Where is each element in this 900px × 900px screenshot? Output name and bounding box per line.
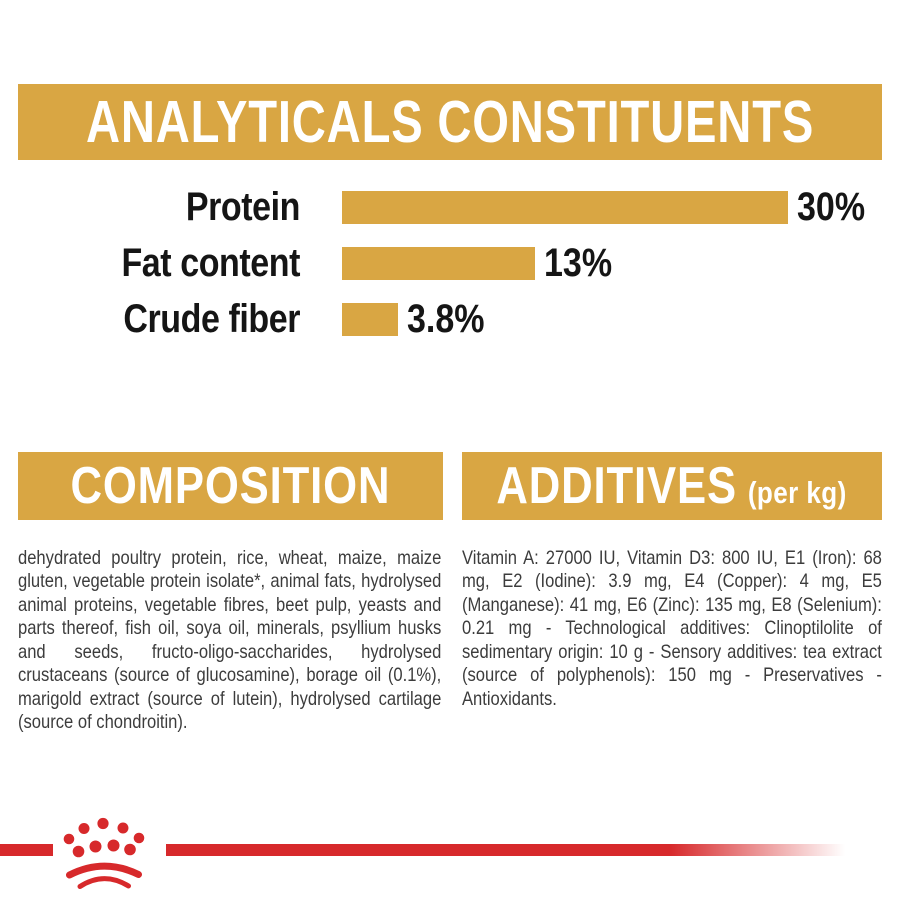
chart-category-label: Protein — [185, 184, 301, 229]
additives-header-banner: ADDITIVES (per kg) — [462, 452, 882, 520]
analyticals-chart: Protein 30% Fat content 13% Crude fiber 3.8% — [0, 179, 900, 347]
analyticals-header-title: ANALYTICALS CONSTITUENTS — [85, 89, 815, 155]
chart-category-label: Fat content — [121, 240, 300, 285]
chart-row-crude-fiber: Crude fiber 3.8% — [0, 291, 900, 347]
chart-category-label: Crude fiber — [123, 296, 300, 341]
composition-body-text: dehydrated poultry protein, rice, wheat,… — [18, 546, 442, 734]
chart-value-label: 13% — [544, 240, 613, 285]
additives-body-text: Vitamin A: 27000 IU, Vitamin D3: 800 IU,… — [462, 546, 882, 710]
chart-row-protein: Protein 30% — [0, 179, 900, 235]
analyticals-header-banner: ANALYTICALS CONSTITUENTS — [18, 84, 882, 160]
crown-arcs — [66, 862, 142, 889]
crown-dots — [63, 817, 145, 858]
additives-header-title: ADDITIVES — [496, 457, 738, 515]
additives-header-title-row: ADDITIVES (per kg) — [497, 456, 847, 516]
additives-header-unit: (per kg) — [748, 475, 848, 510]
footer-red-line-right — [166, 844, 866, 856]
chart-bar — [342, 246, 535, 280]
chart-value-label: 30% — [797, 184, 866, 229]
composition-header-banner: COMPOSITION — [18, 452, 443, 520]
footer-red-line-left — [0, 844, 53, 856]
composition-header-title: COMPOSITION — [70, 457, 391, 515]
chart-row-fat-content: Fat content 13% — [0, 235, 900, 291]
chart-value-label: 3.8% — [407, 296, 485, 341]
chart-bar — [342, 302, 398, 336]
chart-bar — [342, 190, 788, 224]
royal-canin-crown-logo — [63, 817, 145, 889]
